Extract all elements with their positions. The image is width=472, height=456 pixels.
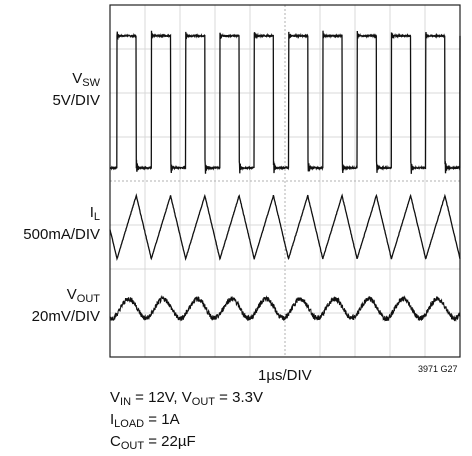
channel-label-il: IL 500mA/DIV [23,204,100,243]
trace-il [109,192,461,262]
graticule [109,4,461,358]
traces [109,30,461,322]
plot-frame [109,4,461,358]
timebase-label: 1µs/DIV [258,367,312,384]
condition-cout: COUT = 22µF [110,433,196,452]
condition-vin-vout: VIN = 12V, VOUT = 3.3V [110,389,263,408]
condition-iload: ILOAD = 1A [110,411,180,430]
channel-label-vsw: VSW 5V/DIV [52,70,100,109]
trace-vout [109,294,461,322]
figure-number: 3971 G27 [418,364,458,374]
test-conditions: VIN = 12V, VOUT = 3.3V ILOAD = 1A COUT =… [110,389,263,455]
trace-vsw [109,30,461,174]
channel-label-vout: VOUT 20mV/DIV [31,286,100,325]
